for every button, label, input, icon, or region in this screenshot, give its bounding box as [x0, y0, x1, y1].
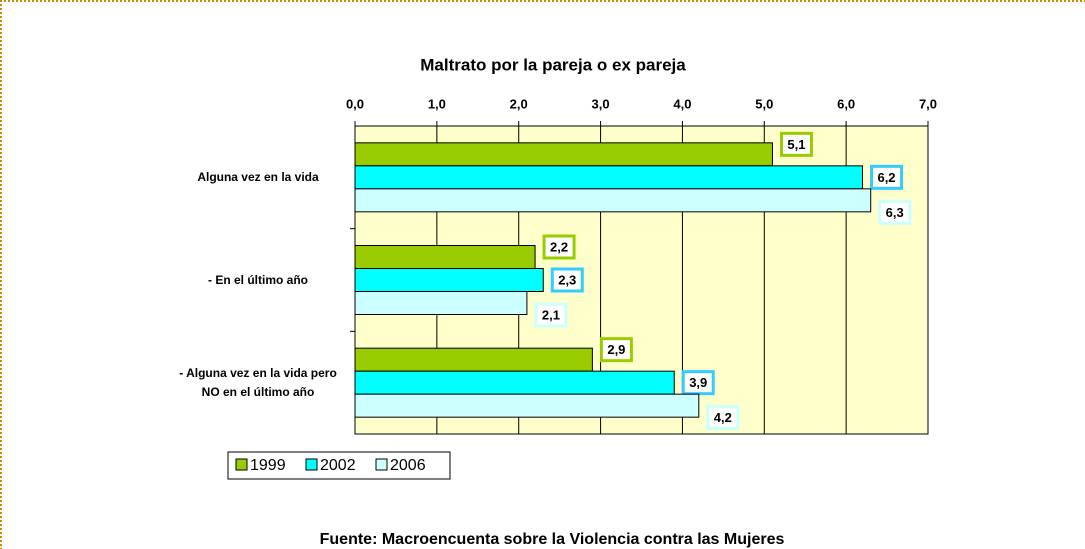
value-label: 5,1	[787, 137, 805, 152]
value-label-box	[550, 267, 584, 293]
legend-swatch	[235, 458, 248, 471]
legend-box	[227, 451, 451, 480]
bar	[354, 370, 675, 395]
value-label-box	[878, 199, 912, 225]
bar	[354, 268, 544, 292]
y-tick-label: - En el último año	[207, 272, 308, 287]
source: Fuente: Macroencuenta sobre la Violencia…	[320, 531, 785, 548]
value-label-box	[706, 405, 740, 431]
y-tick-label: Alguna vez en la vida	[197, 169, 319, 184]
bar	[354, 393, 700, 418]
value-label: 2,9	[607, 342, 625, 357]
bar	[354, 291, 528, 315]
bar	[354, 188, 872, 213]
chart-title: Maltrato por la pareja o ex pareja	[420, 55, 686, 74]
x-tick-label: 4,0	[673, 96, 691, 111]
value-label-box	[534, 302, 568, 328]
x-tick-label: 6,0	[837, 96, 855, 111]
x-tick-label: 1,0	[428, 96, 446, 111]
x-tick-label: 3,0	[592, 96, 610, 111]
bar	[354, 245, 536, 269]
legend-label: 1999	[250, 457, 286, 474]
value-label-box	[870, 164, 904, 190]
legend-label: 2002	[320, 457, 356, 474]
value-label: 2,2	[550, 239, 568, 254]
bar	[354, 142, 773, 167]
value-label-box	[542, 234, 576, 260]
y-tick-label: - Alguna vez en la vida pero NO en el úl…	[179, 365, 337, 399]
x-tick-label: 5,0	[755, 96, 773, 111]
value-label: 6,3	[886, 205, 904, 220]
legend-swatch	[375, 458, 388, 471]
value-label: 2,1	[542, 307, 560, 322]
value-label: 6,2	[877, 170, 895, 185]
legend-label: 2006	[390, 457, 426, 474]
value-label: 2,3	[558, 272, 576, 287]
x-tick-label: 2,0	[510, 96, 528, 111]
value-label-box	[599, 337, 633, 363]
legend-swatch	[305, 458, 318, 471]
value-label: 3,9	[689, 375, 707, 390]
x-tick-label: 0,0	[346, 96, 364, 111]
value-label: 4,2	[714, 410, 732, 425]
x-tick-label: 7,0	[919, 96, 937, 111]
bar	[354, 165, 864, 190]
value-label-box	[779, 131, 813, 157]
bar	[354, 347, 593, 372]
